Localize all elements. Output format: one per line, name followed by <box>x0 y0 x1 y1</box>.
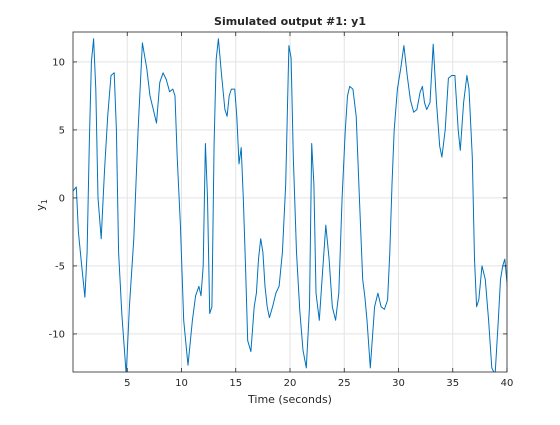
x-tick-label: 40 <box>501 378 514 389</box>
x-tick-label: 25 <box>338 378 351 389</box>
chart-title: Simulated output #1: y1 <box>214 15 366 28</box>
y-axis-label-main: y <box>34 204 47 211</box>
y-tick-label: -5 <box>55 261 65 272</box>
series-line <box>73 38 507 372</box>
y-tick-label: -10 <box>49 329 65 340</box>
y-axis-label: y1 <box>34 199 49 211</box>
data-layer <box>73 38 507 372</box>
y-tick-label: 0 <box>59 193 65 204</box>
x-axis-label: Time (seconds) <box>247 393 332 406</box>
ticks: 5 10 15 20 25 30 35 40 -10 -5 0 5 10 <box>49 32 514 389</box>
x-tick-label: 15 <box>229 378 242 389</box>
y-tick-label: 10 <box>52 57 65 68</box>
y-axis-label-subscript: 1 <box>40 199 49 204</box>
x-tick-label: 10 <box>175 378 188 389</box>
y-tick-label: 5 <box>59 125 65 136</box>
x-tick-label: 20 <box>284 378 297 389</box>
x-tick-label: 30 <box>392 378 405 389</box>
x-tick-label: 35 <box>446 378 459 389</box>
x-tick-label: 5 <box>124 378 130 389</box>
